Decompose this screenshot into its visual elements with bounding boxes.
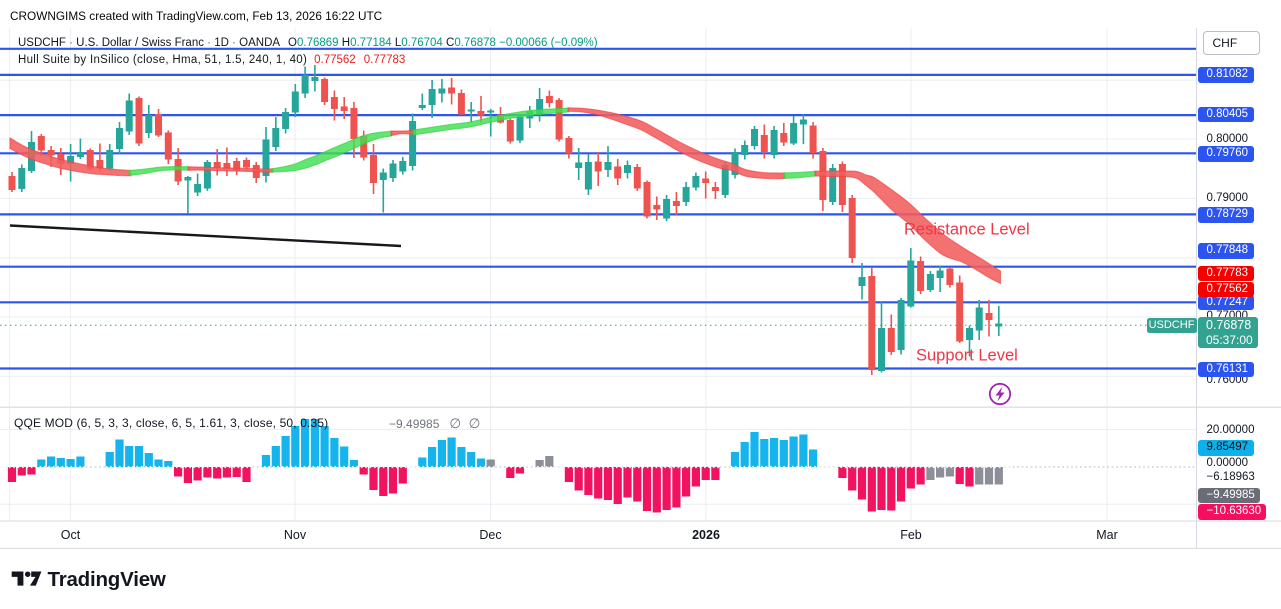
svg-text:Resistance Level: Resistance Level: [904, 221, 1030, 239]
svg-text:TradingView: TradingView: [48, 568, 166, 591]
svg-text:Support Level: Support Level: [916, 347, 1018, 365]
